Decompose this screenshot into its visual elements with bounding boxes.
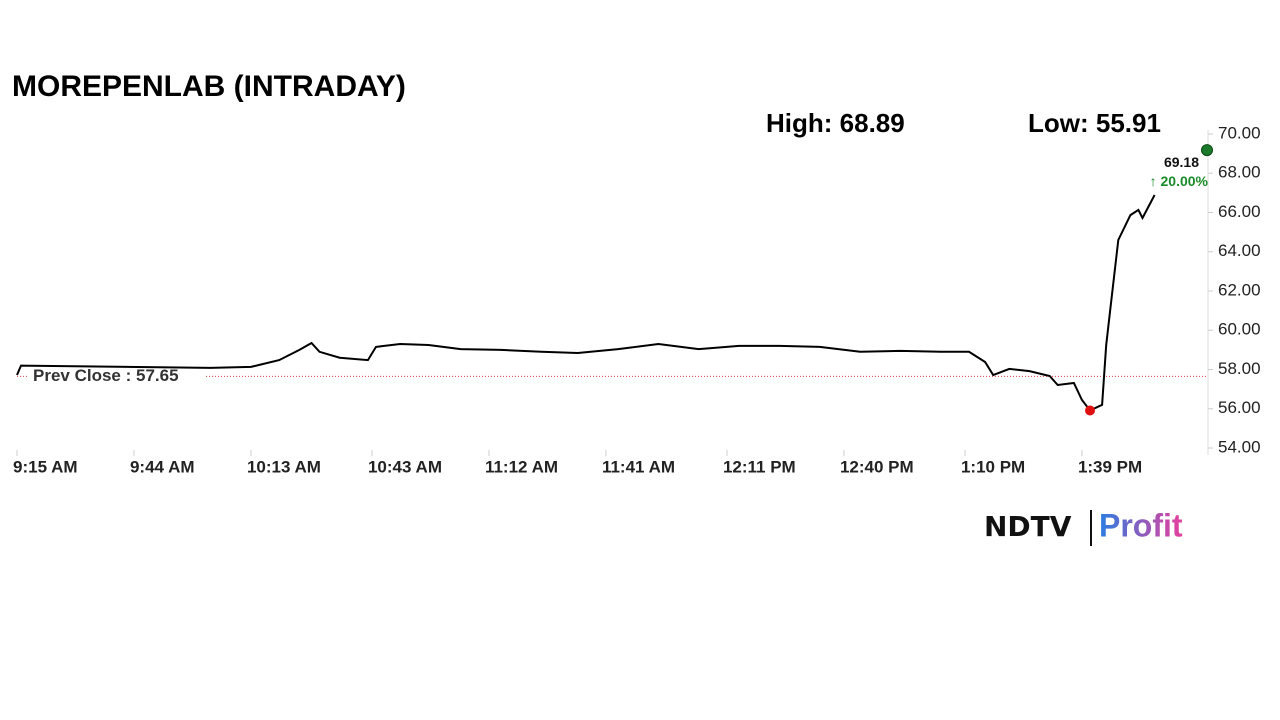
- x-tick-label: 9:15 AM: [13, 457, 78, 476]
- logo-profit: Profit: [1099, 507, 1183, 543]
- y-tick-label: 64.00: [1218, 241, 1261, 260]
- x-tick-label: 10:13 AM: [247, 457, 321, 476]
- x-tick-label: 1:10 PM: [961, 457, 1025, 476]
- x-tick-label: 9:44 AM: [130, 457, 195, 476]
- low-marker: [1085, 405, 1096, 416]
- y-tick-label: 66.00: [1218, 202, 1261, 221]
- y-tick-label: 54.00: [1218, 437, 1261, 456]
- x-tick-label: 12:40 PM: [840, 457, 914, 476]
- last-price-label: 69.18: [1164, 154, 1199, 170]
- last-price-marker: [1201, 144, 1213, 157]
- y-tick-label: 56.00: [1218, 398, 1261, 417]
- y-tick-label: 62.00: [1218, 280, 1261, 299]
- high-label: High: 68.89: [766, 108, 905, 138]
- chart-title: MOREPENLAB (INTRADAY): [12, 70, 406, 103]
- x-tick-label: 11:41 AM: [602, 457, 675, 476]
- x-tick-label: 12:11 PM: [723, 457, 796, 476]
- change-label: ↑ 20.00%: [1150, 173, 1209, 189]
- x-tick-label: 1:39 PM: [1078, 457, 1142, 476]
- prev-close-label: Prev Close : 57.65: [33, 366, 179, 385]
- logo-ndtv: NDTV: [984, 510, 1072, 543]
- y-tick-label: 60.00: [1218, 320, 1261, 339]
- low-label: Low: 55.91: [1028, 108, 1161, 138]
- y-tick-label: 68.00: [1218, 163, 1261, 182]
- x-tick-label: 10:43 AM: [368, 457, 442, 476]
- price-line: [16, 194, 1156, 412]
- y-tick-label: 70.00: [1218, 123, 1261, 142]
- x-tick-label: 11:12 AM: [485, 457, 558, 476]
- y-tick-label: 58.00: [1218, 359, 1261, 378]
